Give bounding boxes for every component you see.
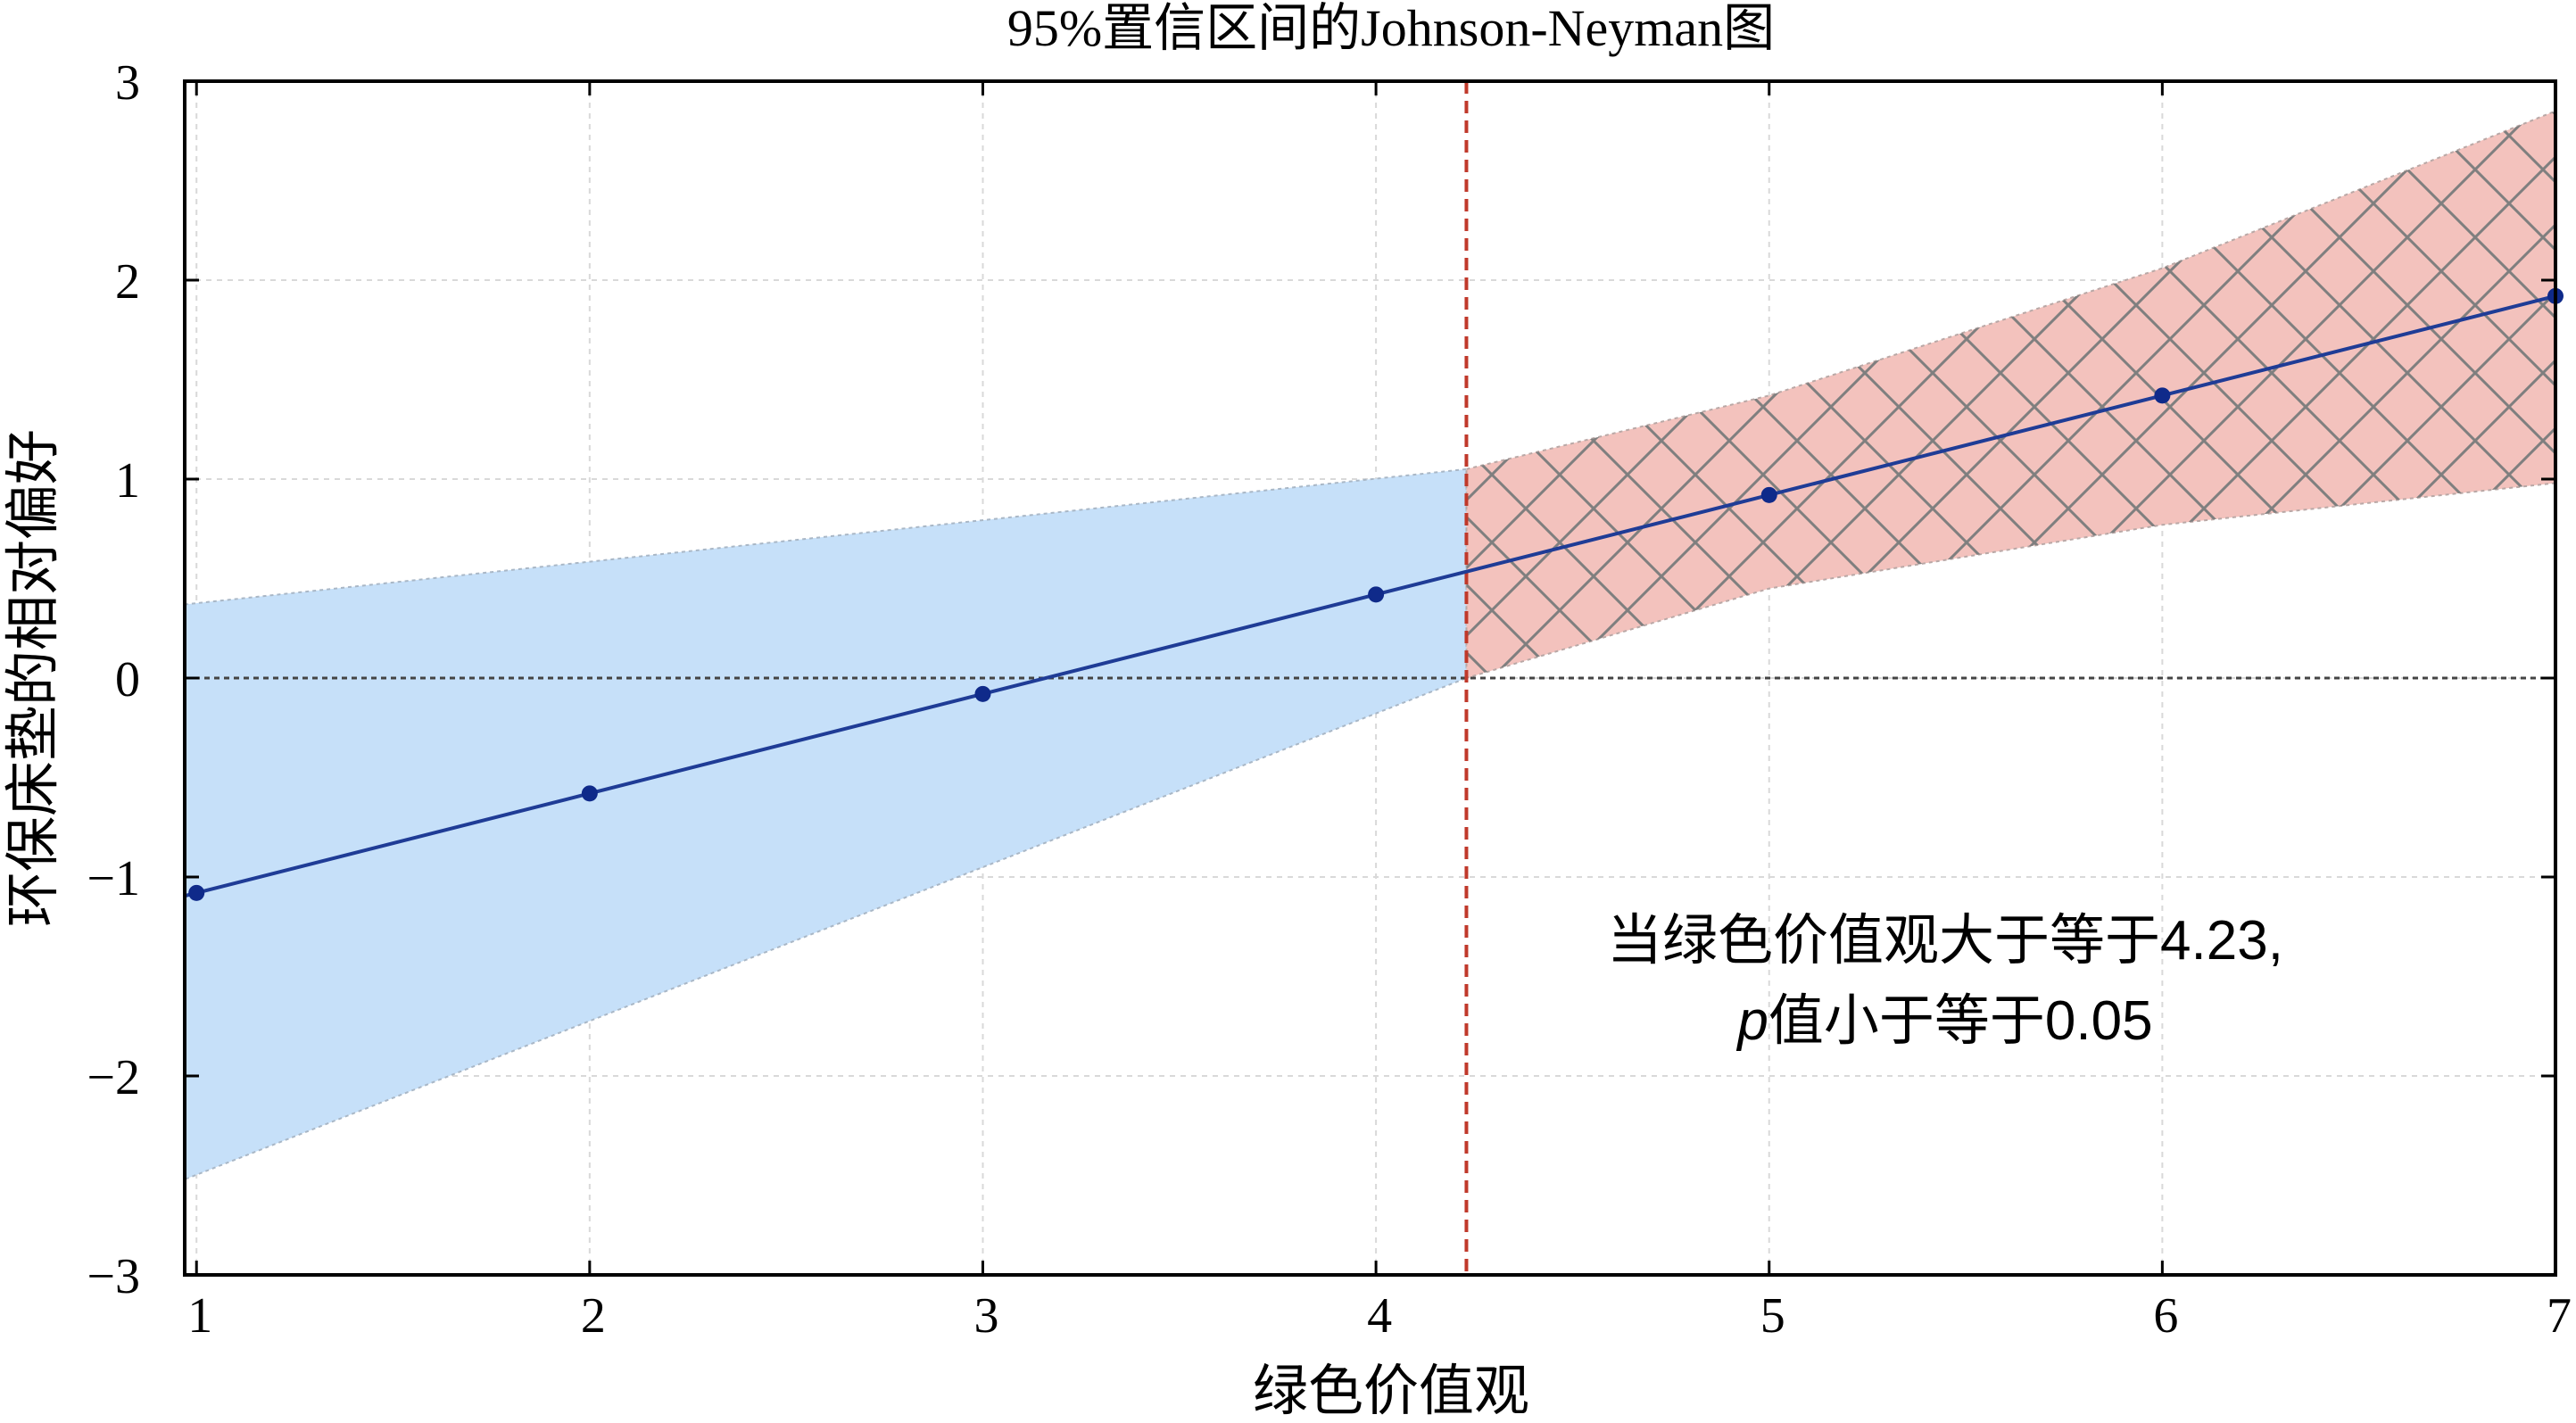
x-tick-label: 7 bbox=[2547, 1288, 2572, 1344]
y-tick-label: 1 bbox=[115, 453, 140, 509]
x-tick-label: 3 bbox=[973, 1288, 998, 1344]
y-tick-label: −2 bbox=[87, 1050, 140, 1105]
data-point-2 bbox=[581, 785, 598, 802]
data-point-3 bbox=[974, 685, 991, 702]
x-tick-label: 4 bbox=[1367, 1288, 1392, 1344]
p-value-text: 值小于等于0.05 bbox=[1768, 990, 2153, 1052]
chart-title: 95%置信区间的Johnson-Neyman图 bbox=[1007, 0, 1775, 57]
x-axis-label: 绿色价值观 bbox=[1253, 1361, 1529, 1422]
y-tick-label: 2 bbox=[115, 254, 140, 310]
p-symbol: p bbox=[1735, 990, 1768, 1052]
x-tick-label: 5 bbox=[1760, 1288, 1785, 1344]
confidence-bands bbox=[185, 110, 2555, 1181]
data-point-5 bbox=[1760, 486, 1777, 503]
axes: 1 2 3 4 5 6 7 3 2 1 0 −1 −2 −3 bbox=[87, 55, 2572, 1344]
data-point-1 bbox=[188, 884, 205, 901]
data-point-6 bbox=[2154, 387, 2171, 404]
y-tick-label: −1 bbox=[87, 851, 140, 906]
y-axis-label: 环保床垫的相对偏好 bbox=[4, 429, 64, 927]
x-tick-label: 2 bbox=[581, 1288, 606, 1344]
y-tick-label: 0 bbox=[115, 652, 140, 707]
ci-band-hatch bbox=[1466, 111, 2555, 678]
significance-annotation-line2: p值小于等于0.05 bbox=[1735, 990, 2152, 1052]
effect-line bbox=[184, 294, 2556, 898]
x-tick-label: 6 bbox=[2153, 1288, 2178, 1344]
y-tick-label: −3 bbox=[87, 1249, 140, 1304]
significance-annotation-line1: 当绿色价值观大于等于4.23, bbox=[1607, 910, 2283, 972]
reference-lines bbox=[185, 81, 2555, 1275]
data-point-4 bbox=[1368, 586, 1385, 603]
y-tick-label: 3 bbox=[115, 55, 140, 111]
ci-band-nonsignificant bbox=[185, 467, 1468, 1181]
x-tick-label: 1 bbox=[187, 1288, 212, 1344]
